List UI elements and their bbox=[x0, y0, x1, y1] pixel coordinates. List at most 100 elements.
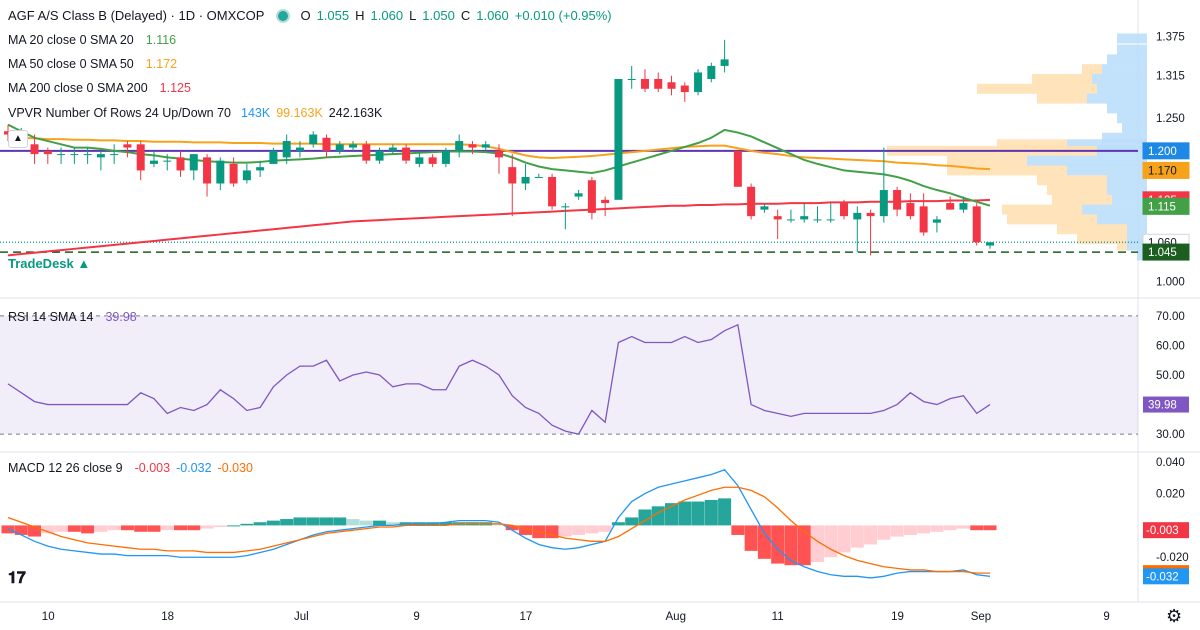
volume-profile-bar bbox=[1087, 93, 1147, 104]
close-label: C bbox=[460, 8, 471, 23]
macd-histogram-bar bbox=[956, 525, 970, 529]
macd-histogram-bar bbox=[280, 519, 294, 526]
open-label: O bbox=[300, 8, 311, 23]
price-axis-tick-label: 1.315 bbox=[1156, 71, 1185, 83]
macd-badge bbox=[1143, 568, 1189, 585]
ma20-legend[interactable]: MA 20 close 0 SMA 20 1.116 bbox=[8, 33, 176, 47]
time-axis-tick-label: 10 bbox=[42, 611, 55, 623]
candle-body bbox=[720, 59, 729, 66]
candle-body bbox=[561, 206, 570, 208]
macd-histogram-bar bbox=[757, 525, 771, 559]
time-axis-tick-label: 17 bbox=[520, 611, 533, 623]
candle-body bbox=[932, 219, 941, 223]
macd-histogram-bar bbox=[359, 520, 373, 526]
candle-body bbox=[441, 150, 450, 164]
macd-histogram-bar bbox=[160, 525, 174, 531]
candle-body bbox=[747, 186, 756, 217]
tradingview-logo[interactable]: 𝟏𝟕 bbox=[8, 570, 38, 590]
close-value: 1.060 bbox=[476, 8, 509, 23]
macd-badge-label: -0.003 bbox=[1146, 525, 1179, 537]
ma200-legend[interactable]: MA 200 close 0 SMA 200 1.125 bbox=[8, 81, 191, 95]
volume-profile-bar bbox=[1047, 185, 1107, 196]
candle-body bbox=[508, 167, 517, 184]
macd-legend[interactable]: MACD 12 26 close 9 -0.003 -0.032 -0.030 bbox=[8, 461, 253, 475]
candle-body bbox=[269, 150, 278, 164]
macd-histogram-bar bbox=[319, 517, 333, 526]
macd-histogram-bar bbox=[227, 525, 241, 527]
symbol-title[interactable]: AGF A/S Class B (Delayed) · 1D · OMXCOP bbox=[8, 8, 265, 23]
time-axis-tick-label: Jul bbox=[294, 611, 309, 623]
collapse-legend-button[interactable]: ▲ bbox=[8, 130, 28, 148]
rsi-band bbox=[0, 315, 1138, 435]
rsi-axis-tick-label: 60.00 bbox=[1156, 340, 1185, 352]
macd-histogram-bar bbox=[41, 525, 55, 534]
candle-body bbox=[733, 150, 742, 187]
tradedesk-tag[interactable]: TradeDesk ▲ bbox=[8, 256, 91, 271]
candle-body bbox=[216, 160, 225, 184]
candle-body bbox=[57, 154, 66, 156]
chevron-up-icon: ▲ bbox=[13, 133, 23, 144]
macd-histogram-bar bbox=[678, 501, 692, 526]
price-badge bbox=[1142, 243, 1190, 261]
vpvr-legend[interactable]: VPVR Number Of Rows 24 Up/Down 70 143K 9… bbox=[8, 106, 382, 120]
volume-profile-bar bbox=[1067, 165, 1147, 176]
candle-body bbox=[640, 78, 649, 89]
candle-body bbox=[680, 85, 689, 93]
macd-histogram-bar bbox=[824, 525, 838, 558]
macd-histogram-bar bbox=[572, 525, 586, 535]
ma50-legend[interactable]: MA 50 close 0 SMA 50 1.172 bbox=[8, 57, 177, 71]
macd-signal-value: -0.030 bbox=[217, 461, 253, 475]
volume-profile-bar bbox=[1052, 194, 1112, 205]
ma200-value: 1.125 bbox=[159, 81, 191, 95]
candle-body bbox=[707, 65, 716, 79]
macd-histogram-bar bbox=[519, 525, 533, 535]
ma50-label: MA 50 close 0 SMA 50 bbox=[8, 57, 134, 71]
candle-body bbox=[176, 157, 185, 171]
macd-histogram-bar bbox=[187, 525, 201, 531]
candle-body bbox=[879, 190, 888, 217]
volume-profile-bar bbox=[947, 155, 1027, 166]
macd-histogram-bar bbox=[731, 525, 745, 535]
change-value: +0.010 (+0.95%) bbox=[514, 8, 612, 23]
candle-body bbox=[375, 150, 384, 161]
macd-histogram-bar bbox=[665, 503, 679, 526]
candle-body bbox=[495, 150, 503, 158]
macd-histogram-bar bbox=[293, 517, 307, 526]
macd-histogram-bar bbox=[213, 525, 227, 527]
candle-body bbox=[840, 203, 849, 217]
macd-histogram-bar bbox=[253, 522, 267, 526]
candle-body bbox=[959, 203, 968, 210]
macd-histogram-bar bbox=[306, 517, 320, 526]
macd-histogram-bar bbox=[917, 525, 931, 534]
candle-body bbox=[521, 176, 530, 184]
macd-histogram-bar bbox=[890, 525, 904, 537]
macd-badge-label: -0.032 bbox=[1146, 571, 1179, 583]
candle-body bbox=[282, 141, 291, 158]
candle-body bbox=[428, 157, 437, 164]
candle-body bbox=[242, 170, 251, 181]
price-axis-tick-label: 1.375 bbox=[1156, 32, 1185, 44]
candle-body bbox=[906, 203, 915, 217]
macd-histogram-bar bbox=[638, 509, 652, 526]
macd-histogram-bar bbox=[810, 525, 824, 562]
candle-body bbox=[309, 134, 318, 145]
candle-body bbox=[322, 137, 331, 151]
macd-label: MACD 12 26 close 9 bbox=[8, 461, 123, 475]
volume-profile-bar bbox=[1102, 132, 1147, 143]
rsi-axis-tick-label: 30.00 bbox=[1156, 429, 1185, 441]
gear-icon[interactable]: ⚙ bbox=[1166, 606, 1183, 626]
rsi-label: RSI 14 SMA 14 bbox=[8, 310, 94, 324]
macd-line bbox=[7, 468, 991, 579]
macd-histogram-bar bbox=[585, 525, 599, 534]
candle-body bbox=[548, 176, 557, 207]
rsi-legend[interactable]: RSI 14 SMA 14 39.98 bbox=[8, 310, 137, 324]
volume-profile-bar bbox=[1027, 155, 1147, 166]
candle-body bbox=[574, 193, 583, 197]
candle-body bbox=[972, 206, 981, 243]
candle-body bbox=[986, 242, 994, 246]
rsi-badge-label: 39.98 bbox=[1148, 400, 1177, 412]
volume-profile-bar bbox=[997, 139, 1067, 150]
candle-body bbox=[773, 216, 782, 220]
macd-histogram-bar bbox=[120, 525, 134, 531]
